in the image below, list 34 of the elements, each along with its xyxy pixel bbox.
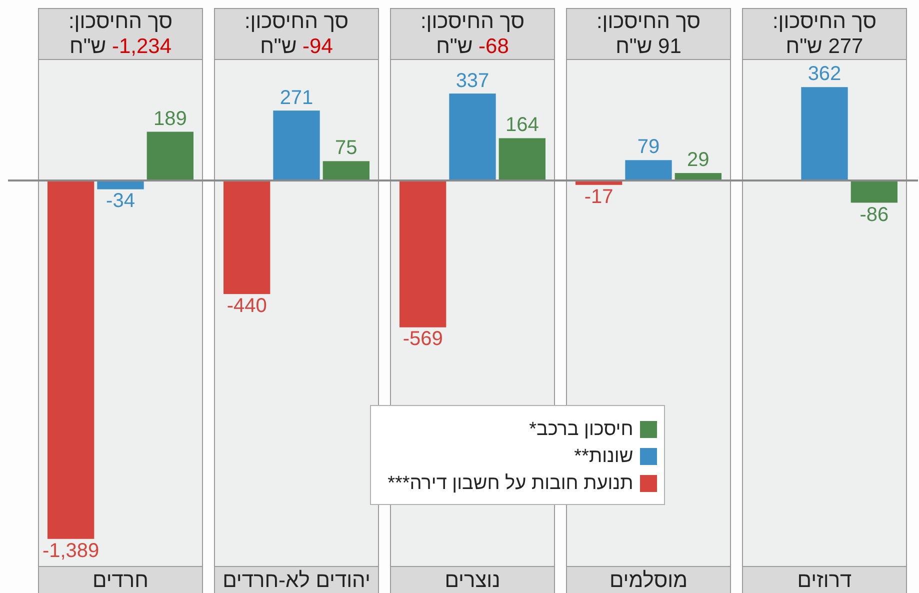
data-label: -34: [106, 190, 135, 214]
bar: [48, 180, 94, 539]
data-label: -569: [402, 328, 443, 352]
data-label: 164: [505, 114, 539, 138]
data-label: -17: [584, 186, 614, 209]
data-label: 362: [808, 63, 842, 86]
bar: [625, 160, 672, 181]
x-tick-label: מוסלמים: [609, 568, 688, 593]
data-label: -1,389: [42, 540, 100, 563]
data-label: -440: [226, 295, 267, 318]
bar: [322, 161, 370, 181]
x-tick-label: דרוזים: [797, 568, 852, 593]
data-label: 79: [637, 136, 660, 160]
data-label: 337: [456, 70, 490, 93]
bar: [400, 180, 446, 328]
bar: [498, 138, 546, 181]
data-label: 189: [153, 108, 187, 131]
data-label: -86: [860, 204, 889, 227]
x-tick-label: יהודים לא-חרדים: [222, 568, 370, 593]
x-tick-label: חרדים: [92, 568, 148, 593]
x-tick-label: נוצרים: [444, 568, 500, 593]
bar: [449, 94, 496, 181]
legend-label: תנועת חובות על חשבון דירה***: [388, 472, 634, 494]
bar: [801, 87, 848, 181]
data-label: 29: [687, 149, 710, 172]
legend-label: חיסכון ברכב*: [529, 418, 634, 440]
bar: [850, 180, 898, 203]
bar: [146, 132, 194, 181]
data-label: 271: [280, 86, 314, 110]
bar: [273, 110, 320, 181]
legend-label: שונות**: [574, 446, 634, 468]
bar: [97, 180, 144, 190]
data-label: 75: [335, 137, 358, 160]
bar: [224, 180, 270, 294]
